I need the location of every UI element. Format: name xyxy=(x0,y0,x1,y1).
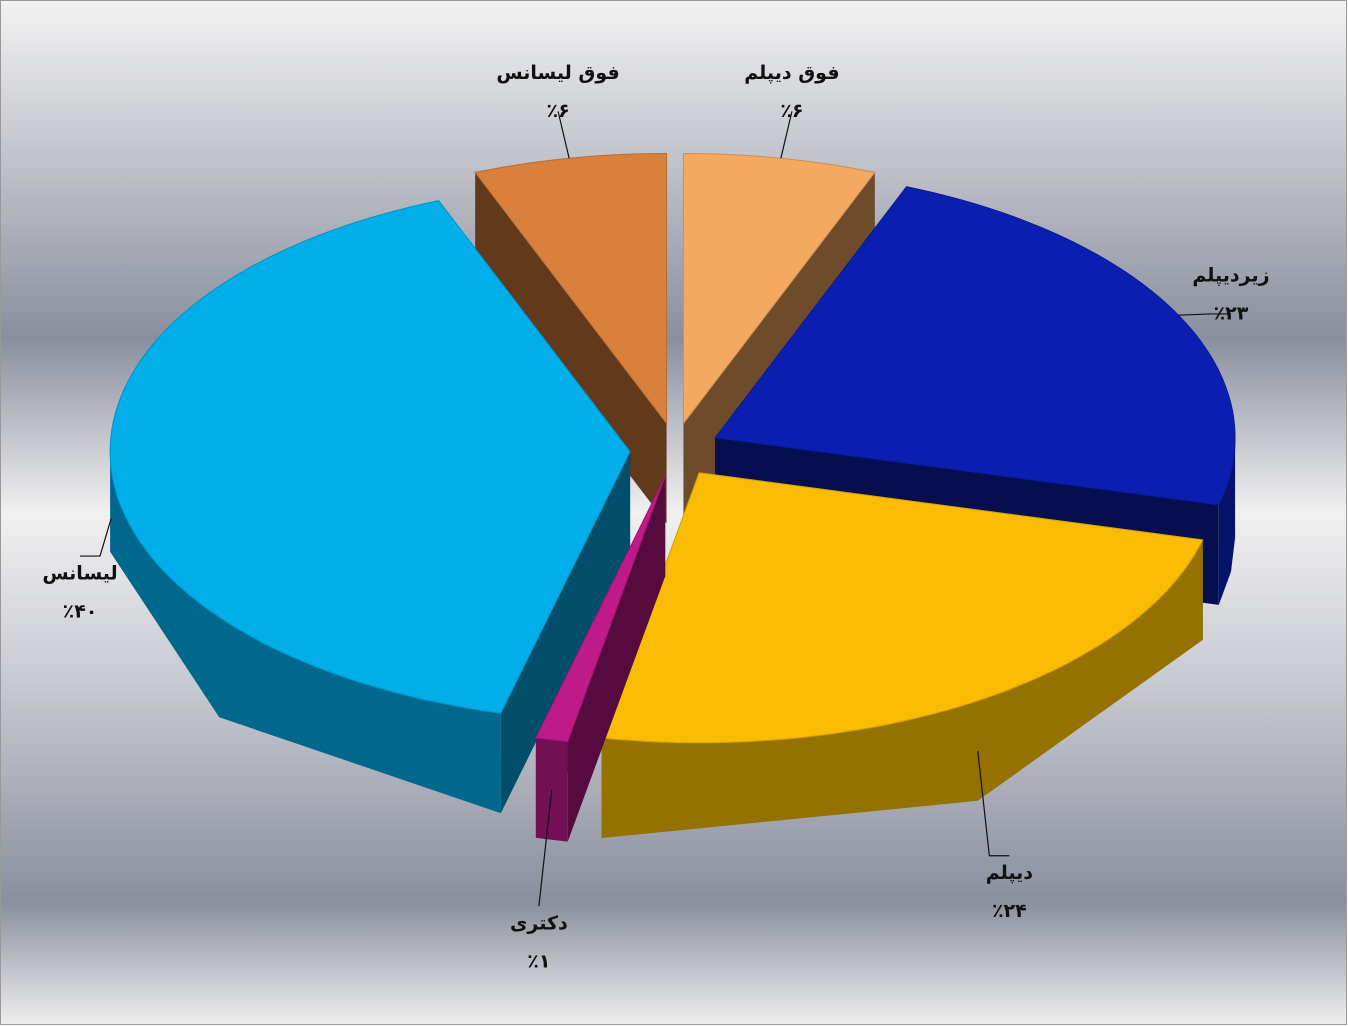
slice-label: دیپلم xyxy=(986,862,1034,884)
slice xyxy=(601,472,1204,744)
slice-wall xyxy=(601,539,1203,838)
slice-side xyxy=(475,172,667,524)
slice-wall xyxy=(535,737,568,842)
slice-wall xyxy=(110,451,501,814)
slice-wall xyxy=(1218,437,1236,605)
slice-label: فوق لیسانس xyxy=(496,62,619,84)
leader-line xyxy=(977,750,1010,857)
slice-label: زیردیپلم xyxy=(1192,264,1269,286)
slice-label: فوق دیپلم xyxy=(744,62,839,84)
slice xyxy=(714,186,1236,506)
leader-line xyxy=(80,518,112,557)
leader-line xyxy=(1178,313,1231,316)
slice-label: لیسانس xyxy=(42,563,117,585)
slice xyxy=(682,152,876,425)
value-label: ٪۶ xyxy=(546,100,569,122)
leader-line xyxy=(538,789,553,907)
value-label: ٪۲۴ xyxy=(992,900,1027,922)
value-label: ٪۱ xyxy=(527,951,550,973)
slice xyxy=(109,200,631,714)
slice-side xyxy=(535,476,666,838)
value-label: ٪۶ xyxy=(780,100,803,122)
slice-side xyxy=(500,451,631,814)
leader-line xyxy=(780,111,793,159)
slice xyxy=(474,152,668,425)
slice xyxy=(535,476,666,743)
value-label: ٪۲۳ xyxy=(1214,302,1249,324)
value-label: ٪۴۰ xyxy=(63,601,98,623)
leader-line xyxy=(557,111,570,159)
slice-label: دکتری xyxy=(510,913,568,935)
